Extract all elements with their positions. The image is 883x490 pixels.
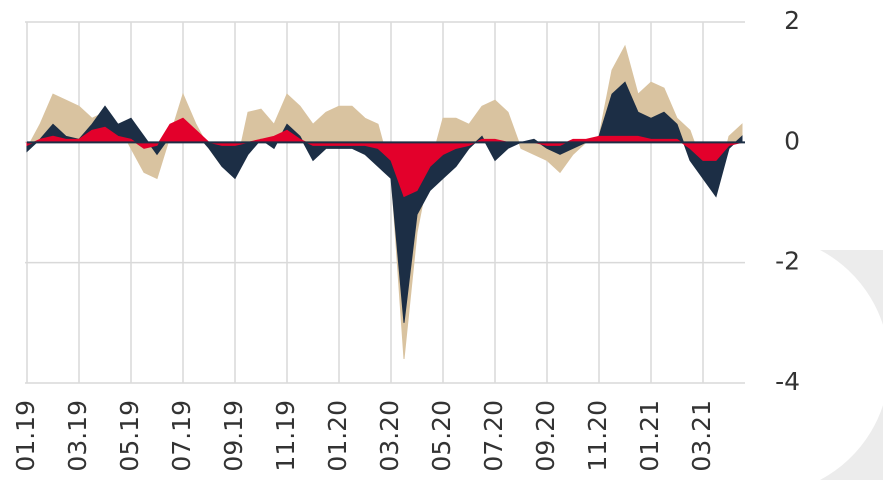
x-tick-label: 07.19	[167, 400, 196, 472]
x-tick-label: 01.20	[323, 400, 352, 472]
x-tick-label: 03.21	[687, 400, 716, 472]
x-tick-label: 05.19	[115, 400, 144, 472]
x-tick-label: 11.20	[583, 400, 612, 472]
area	[26, 117, 743, 198]
x-tick-label: 07.20	[479, 400, 508, 472]
x-tick-label: 01.19	[11, 400, 40, 472]
area	[26, 44, 743, 359]
x-tick-label: 01.21	[635, 400, 664, 472]
decoration	[820, 250, 883, 480]
x-tick-label: 09.19	[219, 400, 248, 472]
y-tick-label: -4	[775, 367, 800, 396]
x-tick-label: 05.20	[427, 400, 456, 472]
x-tick-label: 03.20	[375, 400, 404, 472]
area	[26, 81, 743, 323]
x-tick-label: 03.19	[63, 400, 92, 472]
x-tick-label: 11.19	[271, 400, 300, 472]
y-tick-label: 0	[784, 126, 800, 155]
y-tick-label: 2	[784, 6, 800, 35]
y-tick-label: -2	[775, 247, 800, 276]
x-tick-label: 09.20	[531, 400, 560, 472]
